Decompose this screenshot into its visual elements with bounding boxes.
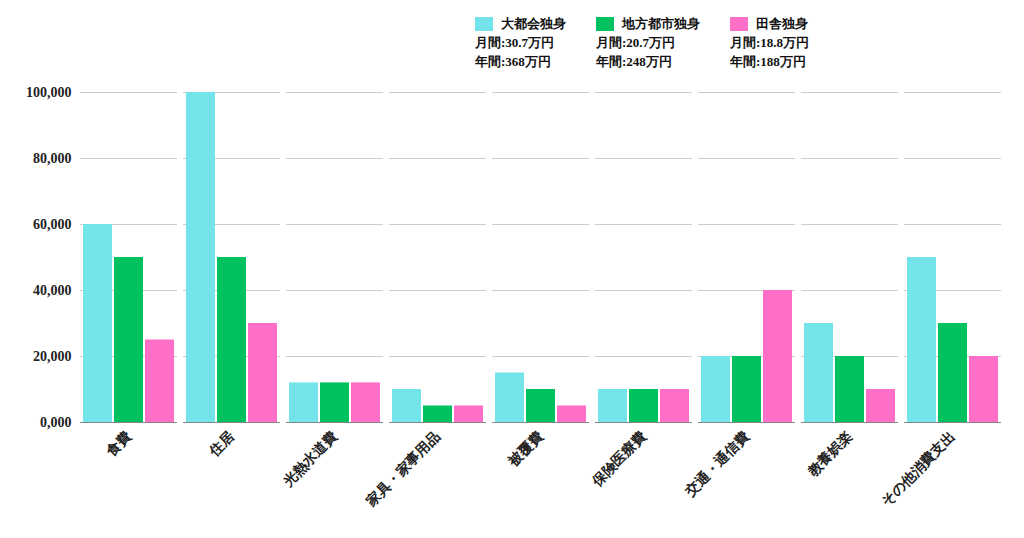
- html-text:月間:20.7万円: 月間:20.7万円: [596, 35, 675, 50]
- svg-text:住居: 住居: [206, 429, 237, 460]
- html-text:田舎独身: 田舎独身: [756, 16, 808, 31]
- html-text:大都会独身: 大都会独身: [501, 16, 566, 31]
- svg-text:食費: 食費: [103, 429, 134, 460]
- html-text:年間:248万円: 年間:248万円: [596, 54, 672, 69]
- svg-text:被覆費: 被覆費: [505, 428, 547, 470]
- svg-text:80,000: 80,000: [33, 151, 72, 166]
- html-text:年間:368万円: 年間:368万円: [475, 54, 551, 69]
- html-text:月間:18.8万円: 月間:18.8万円: [730, 35, 809, 50]
- svg-text:100,000: 100,000: [26, 85, 72, 100]
- svg-text:その他消費支出: その他消費支出: [878, 429, 958, 509]
- html-text:地方都市独身: 地方都市独身: [622, 16, 700, 31]
- svg-text:交通・通信費: 交通・通信費: [681, 428, 752, 499]
- svg-text:20,000: 20,000: [33, 349, 72, 364]
- html-text:月間:30.7万円: 月間:30.7万円: [475, 35, 554, 50]
- svg-text:40,000: 40,000: [33, 283, 72, 298]
- svg-text:家具・家事用品: 家具・家事用品: [362, 428, 443, 509]
- svg-text:光熱水道費: 光熱水道費: [279, 429, 340, 490]
- html-text:年間:188万円: 年間:188万円: [730, 54, 806, 69]
- svg-text:教養娯楽: 教養娯楽: [804, 428, 856, 480]
- svg-text:60,000: 60,000: [33, 217, 72, 232]
- svg-text:保険医療費: 保険医療費: [588, 428, 650, 490]
- svg-text:0,000: 0,000: [40, 415, 72, 430]
